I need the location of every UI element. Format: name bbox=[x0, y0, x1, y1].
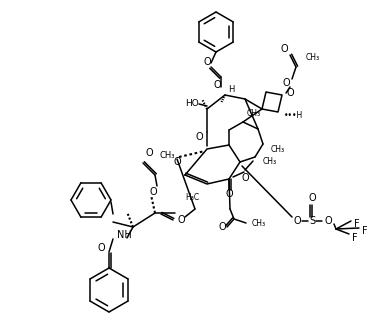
Text: O: O bbox=[195, 132, 203, 142]
Text: O: O bbox=[145, 148, 153, 158]
Text: O: O bbox=[97, 243, 105, 253]
Text: H: H bbox=[228, 85, 234, 95]
Text: O: O bbox=[213, 80, 221, 90]
Text: CH₃: CH₃ bbox=[252, 218, 266, 228]
Text: O: O bbox=[203, 57, 211, 67]
Text: H₃C: H₃C bbox=[185, 193, 199, 201]
Text: O: O bbox=[280, 44, 288, 54]
Text: O: O bbox=[286, 88, 294, 98]
Text: F: F bbox=[362, 226, 368, 236]
Text: O: O bbox=[241, 173, 249, 183]
Text: CH₃: CH₃ bbox=[247, 110, 261, 118]
Text: O: O bbox=[218, 222, 226, 232]
Text: HO: HO bbox=[185, 99, 199, 109]
Text: NH: NH bbox=[117, 230, 132, 240]
Text: O: O bbox=[308, 193, 316, 203]
Text: O: O bbox=[149, 187, 157, 197]
Text: S: S bbox=[309, 216, 315, 226]
Text: O: O bbox=[282, 78, 290, 88]
Text: O: O bbox=[225, 189, 233, 199]
Text: F: F bbox=[354, 219, 360, 229]
Text: CH₃: CH₃ bbox=[306, 53, 320, 61]
Text: CH₃: CH₃ bbox=[159, 150, 174, 160]
Text: F: F bbox=[352, 233, 358, 243]
Text: CH₃: CH₃ bbox=[271, 146, 285, 154]
Text: O: O bbox=[293, 216, 301, 226]
Text: O: O bbox=[173, 157, 181, 167]
Text: •••H: •••H bbox=[284, 112, 303, 121]
Text: CH₃: CH₃ bbox=[263, 158, 277, 166]
Text: O: O bbox=[324, 216, 332, 226]
Text: O: O bbox=[177, 215, 185, 225]
